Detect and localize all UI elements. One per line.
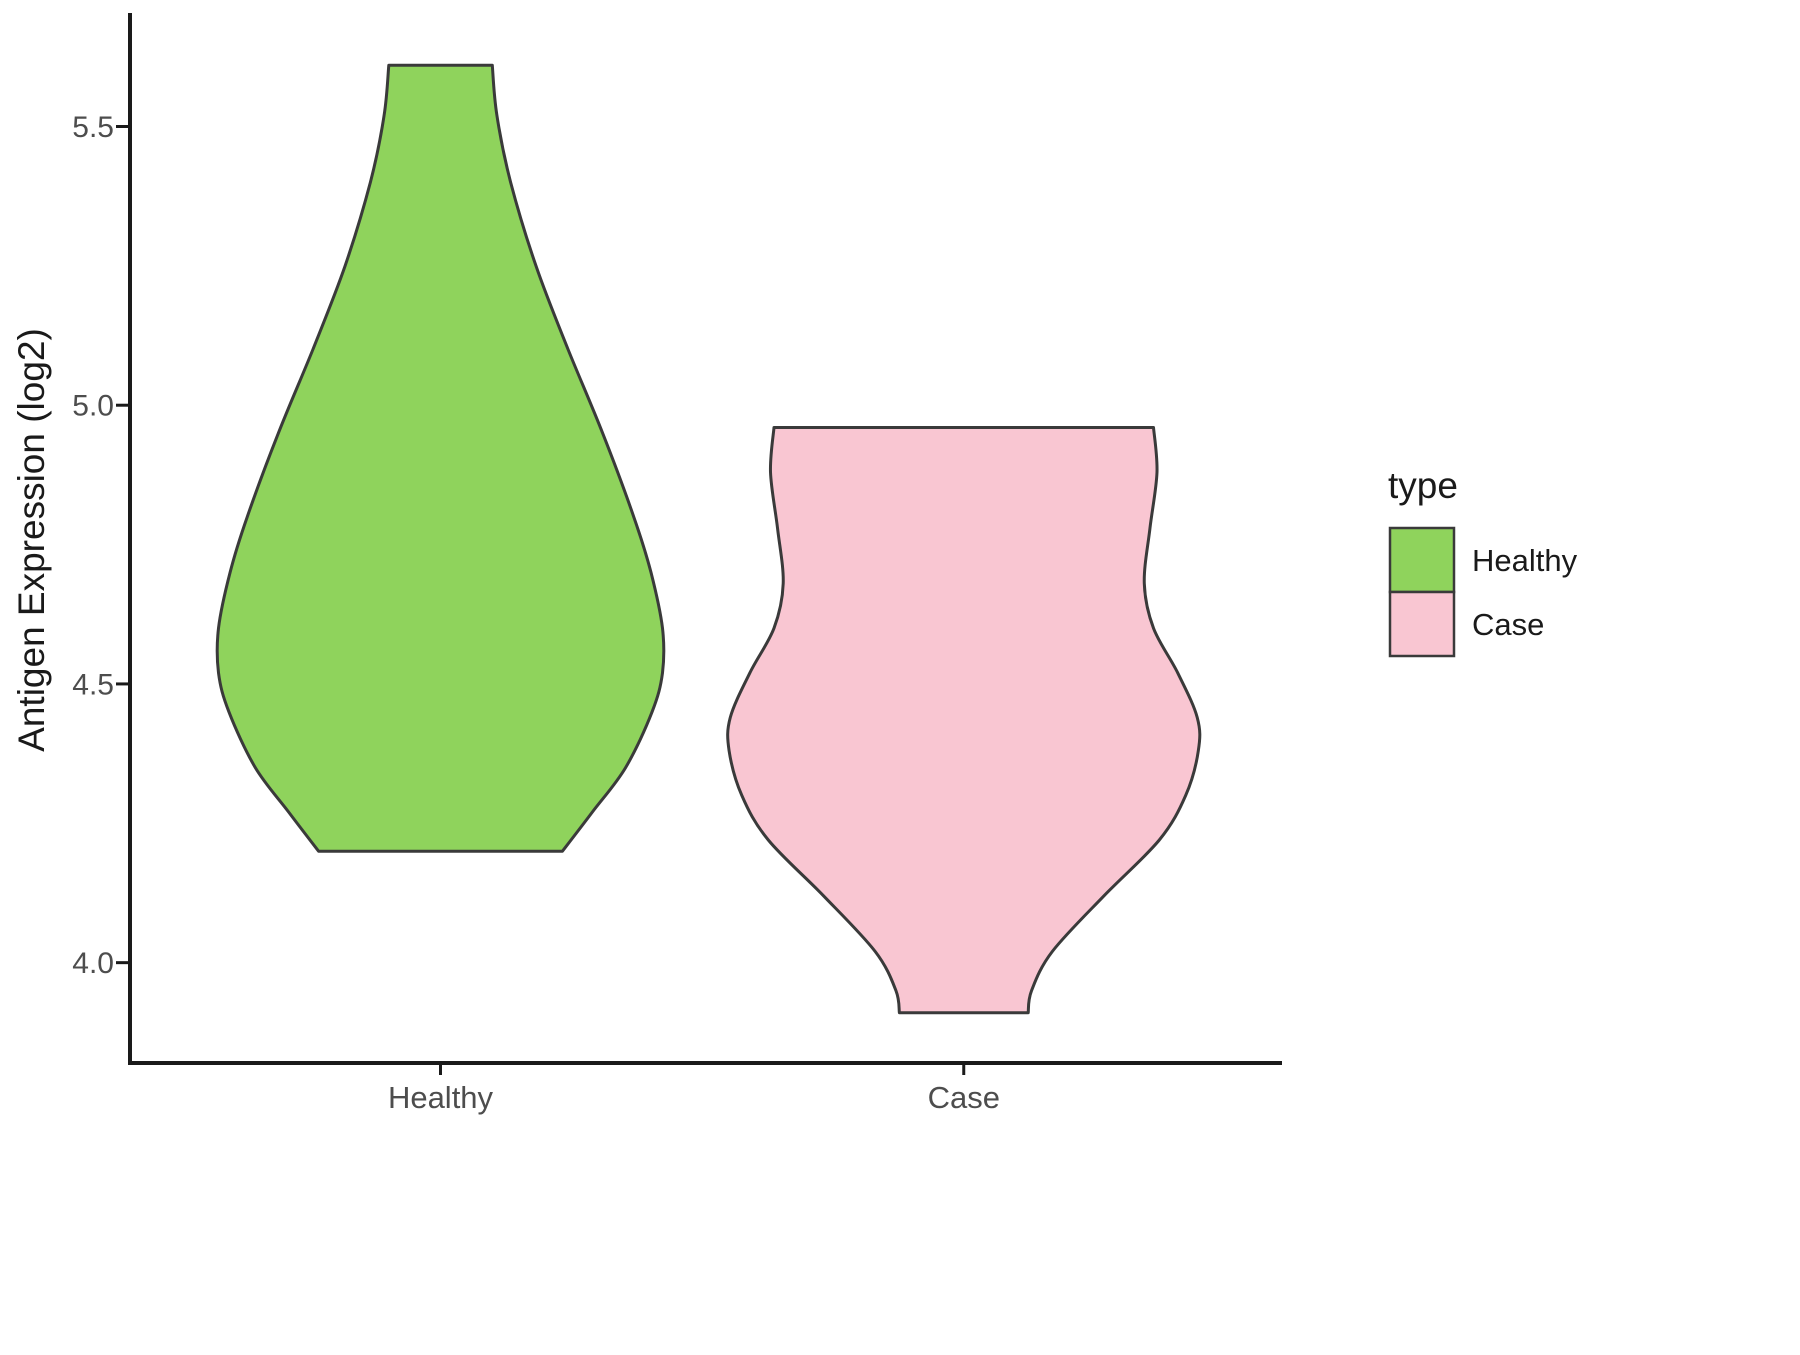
x-tick-label-1: Case [928,1080,1000,1115]
legend: type Healthy Case [1388,465,1578,658]
violin-case [726,426,1202,1015]
y-tick-labels: 4.0 4.5 5.0 5.5 [72,111,114,980]
legend-title: type [1388,465,1458,506]
y-tick-label-2: 5.0 [72,390,114,423]
legend-key-case [1388,590,1456,658]
legend-label-case: Case [1472,607,1544,642]
y-tick-label-1: 4.5 [72,668,114,701]
y-tick-label-3: 5.5 [72,111,114,144]
y-axis-title: Antigen Expression (log2) [11,328,52,752]
y-tick-marks [116,124,130,965]
legend-key-healthy [1388,526,1456,594]
violin-healthy [215,63,666,853]
x-tick-label-0: Healthy [388,1080,494,1115]
x-tick-marks [439,1063,966,1075]
legend-label-healthy: Healthy [1472,543,1578,578]
x-tick-labels: Healthy Case [388,1080,1000,1115]
plot-area [215,63,1202,1015]
y-tick-label-0: 4.0 [72,947,114,980]
